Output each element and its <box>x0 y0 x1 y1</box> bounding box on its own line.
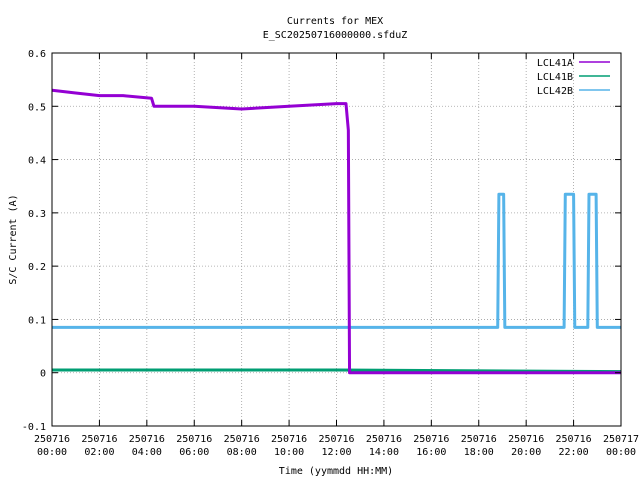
x-tick-date: 250716 <box>556 434 592 445</box>
legend-label: LCL41B <box>537 72 573 83</box>
x-tick-date: 250716 <box>366 434 402 445</box>
x-tick-time: 08:00 <box>227 447 257 458</box>
x-tick-time: 10:00 <box>274 447 304 458</box>
x-tick-time: 16:00 <box>416 447 446 458</box>
series-line-lcl41b <box>52 368 622 374</box>
legend-label: LCL41A <box>537 58 573 69</box>
legend-label: LCL42B <box>537 86 573 97</box>
y-tick-label: 0.1 <box>28 315 46 326</box>
x-tick-time: 06:00 <box>179 447 209 458</box>
x-tick-date: 250716 <box>129 434 165 445</box>
y-tick-label: -0.1 <box>22 422 46 433</box>
x-axis-label: Time (yymmdd HH:MM) <box>279 466 393 477</box>
y-axis-label: S/C Current (A) <box>8 194 19 284</box>
chart-subtitle: E_SC20250716000000.sfduZ <box>263 30 408 41</box>
x-tick-date: 250716 <box>461 434 497 445</box>
x-axis-ticks: 250716 00:00 250716 02:00 250716 04:00 250716 0… <box>34 53 639 458</box>
y-axis-ticks: -0.1 0 0.1 0.2 0.3 0.4 0.5 0.6 <box>22 49 621 433</box>
x-tick-time: 12:00 <box>321 447 351 458</box>
x-tick-time: 22:00 <box>559 447 589 458</box>
x-tick-time: 18:00 <box>464 447 494 458</box>
y-tick-label: 0.4 <box>28 156 46 167</box>
x-tick-date: 250716 <box>81 434 117 445</box>
x-tick-time: 14:00 <box>369 447 399 458</box>
x-tick-date: 250716 <box>176 434 212 445</box>
x-tick-date: 250717 <box>603 434 639 445</box>
series-line-lcl42b <box>52 192 621 329</box>
legend: LCL41A LCL41B LCL42B <box>537 58 610 97</box>
x-tick-time: 00:00 <box>606 447 636 458</box>
chart-title: Currents for MEX <box>287 16 383 27</box>
x-tick-time: 00:00 <box>37 447 67 458</box>
x-tick-date: 250716 <box>508 434 544 445</box>
y-tick-label: 0.6 <box>28 49 46 60</box>
x-tick-date: 250716 <box>413 434 449 445</box>
x-tick-date: 250716 <box>271 434 307 445</box>
x-tick-time: 02:00 <box>84 447 114 458</box>
y-tick-label: 0.5 <box>28 102 46 113</box>
y-tick-label: 0 <box>40 369 46 380</box>
y-tick-label: 0.3 <box>28 209 46 220</box>
series-line-lcl41a <box>51 88 621 375</box>
x-tick-date: 250716 <box>224 434 260 445</box>
y-tick-label: 0.2 <box>28 262 46 273</box>
series-lines <box>51 88 622 375</box>
x-tick-time: 04:00 <box>132 447 162 458</box>
x-tick-date: 250716 <box>34 434 70 445</box>
x-tick-time: 20:00 <box>511 447 541 458</box>
x-tick-date: 250716 <box>318 434 354 445</box>
